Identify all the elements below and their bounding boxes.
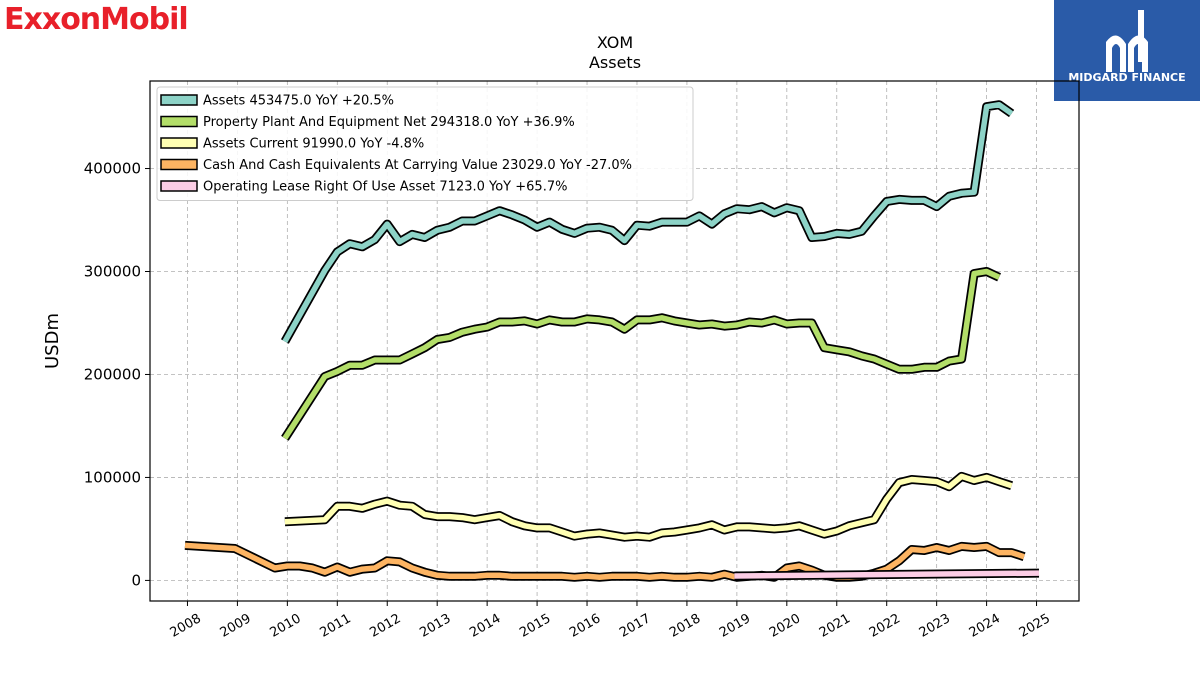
y-tick-label: 400000 bbox=[84, 160, 141, 178]
legend-swatch bbox=[160, 180, 198, 192]
midgard-logo-mark-icon bbox=[1106, 10, 1148, 72]
plot-frame bbox=[149, 80, 1080, 602]
series-line-cash-and-cash-equivalents-at-carrying-value bbox=[184, 542, 1025, 581]
midgard-finance-logo: MIDGARD FINANCE bbox=[1054, 0, 1200, 101]
legend-swatch bbox=[160, 158, 198, 171]
x-tick-label: 2023 bbox=[917, 611, 953, 641]
x-tick-label: 2016 bbox=[567, 611, 603, 641]
x-tick-label: 2024 bbox=[967, 611, 1003, 641]
y-axis-label: USDm bbox=[42, 313, 63, 369]
x-tick-label: 2021 bbox=[817, 611, 853, 641]
x-tick-label: 2009 bbox=[218, 611, 254, 641]
chart-title: XOM bbox=[597, 33, 633, 52]
legend-entry: Assets 453475.0 YoY +20.5% bbox=[203, 94, 394, 109]
y-tick-label: 300000 bbox=[84, 262, 141, 280]
series-layer bbox=[184, 100, 1040, 582]
legend-entry: Assets Current 91990.0 YoY -4.8% bbox=[203, 137, 424, 152]
y-tick-label: 200000 bbox=[84, 365, 141, 383]
series-outline-assets-current bbox=[284, 471, 1014, 542]
x-tick-label: 2014 bbox=[467, 611, 503, 641]
x-tick-label: 2017 bbox=[617, 611, 653, 641]
legend-entry: Cash And Cash Equivalents At Carrying Va… bbox=[203, 158, 632, 173]
x-axis-ticks: 2008 2009 2010 2011 2012 2013 2014 2015 2016 2017… bbox=[168, 601, 1053, 641]
x-tick-label: 2025 bbox=[1017, 611, 1053, 641]
series-line-assets bbox=[282, 101, 1014, 343]
x-tick-label: 2010 bbox=[268, 611, 304, 641]
series-outline-property-plant-and-equipment-net bbox=[281, 267, 1001, 441]
legend-swatch bbox=[160, 94, 198, 106]
y-tick-label: 0 bbox=[131, 571, 141, 589]
legend: Assets 453475.0 YoY +20.5% Property Plant… bbox=[156, 86, 694, 201]
x-tick-label: 2012 bbox=[367, 611, 403, 641]
legend-entry: Operating Lease Right Of Use Asset 7123.… bbox=[203, 180, 567, 195]
exxonmobil-logo-text: ExxonMobil bbox=[4, 2, 188, 37]
x-tick-label: 2020 bbox=[767, 611, 803, 641]
series-line-property-plant-and-equipment-net bbox=[282, 268, 1001, 440]
x-tick-label: 2019 bbox=[717, 611, 753, 641]
legend-entry: Property Plant And Equipment Net 294318.… bbox=[203, 115, 575, 130]
series-line-assets-current bbox=[284, 473, 1013, 540]
x-tick-label: 2022 bbox=[867, 611, 903, 641]
midgard-logo-text: MIDGARD FINANCE bbox=[1068, 71, 1185, 84]
x-tick-label: 2018 bbox=[667, 611, 703, 641]
exxonmobil-logo: ExxonMobil bbox=[4, 0, 194, 42]
legend-box bbox=[156, 86, 694, 201]
series-line-operating-lease-right-of-use-asset bbox=[734, 570, 1040, 579]
x-tick-label: 2013 bbox=[417, 611, 453, 641]
legend-swatch bbox=[160, 137, 198, 149]
x-tick-label: 2011 bbox=[317, 611, 353, 641]
y-axis-ticks: 0 100000 200000 300000 400000 bbox=[84, 160, 150, 589]
y-tick-label: 100000 bbox=[84, 468, 141, 486]
x-tick-label: 2015 bbox=[517, 611, 553, 641]
x-tick-label: 2008 bbox=[168, 611, 204, 641]
chart-subtitle: Assets bbox=[589, 53, 641, 72]
legend-swatch bbox=[160, 115, 198, 128]
